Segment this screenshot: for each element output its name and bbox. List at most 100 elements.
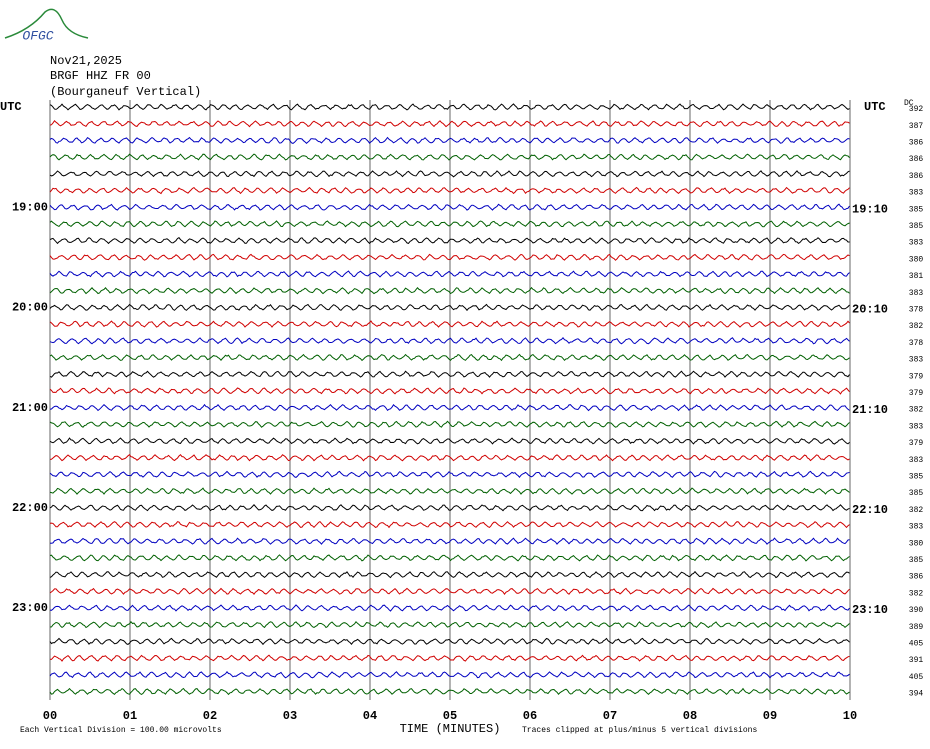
dc-value: 387 xyxy=(909,122,924,131)
dc-header: DC xyxy=(904,99,914,108)
x-tick-label: 05 xyxy=(443,709,457,723)
trace xyxy=(49,453,850,462)
title: (Bourganeuf Vertical) xyxy=(50,85,201,99)
trace xyxy=(49,253,850,261)
dc-value: 405 xyxy=(909,673,924,682)
trace xyxy=(49,103,850,111)
dc-value: 381 xyxy=(909,272,924,281)
dc-value: 394 xyxy=(909,690,924,699)
hour-label: 22:10 xyxy=(852,503,888,517)
x-tick-label: 07 xyxy=(603,709,617,723)
hour-label: 20:00 xyxy=(12,301,48,315)
dc-value: 385 xyxy=(909,473,924,482)
dc-value: 383 xyxy=(909,456,924,465)
trace xyxy=(49,186,850,195)
trace xyxy=(49,554,850,562)
timezone: UTC xyxy=(864,100,886,114)
dc-value: 382 xyxy=(909,406,924,415)
trace xyxy=(49,420,850,428)
hour-label: 21:00 xyxy=(12,401,48,415)
trace xyxy=(49,470,850,479)
trace xyxy=(49,487,850,495)
trace xyxy=(49,353,850,362)
x-tick-label: 08 xyxy=(683,709,697,723)
hour-label: 19:10 xyxy=(852,202,888,216)
trace xyxy=(49,120,850,128)
trace xyxy=(49,153,850,161)
dc-value: 385 xyxy=(909,489,924,498)
trace xyxy=(49,303,850,312)
trace xyxy=(49,687,850,696)
trace xyxy=(49,671,850,679)
trace xyxy=(49,587,850,596)
dc-value: 382 xyxy=(909,589,924,598)
timezone: UTC xyxy=(0,100,22,114)
dc-value: 382 xyxy=(909,506,924,515)
x-tick-label: 09 xyxy=(763,709,777,723)
dc-value: 389 xyxy=(909,623,924,632)
trace xyxy=(49,370,850,378)
dc-value: 392 xyxy=(909,105,924,114)
trace xyxy=(49,654,850,662)
dc-value: 380 xyxy=(909,255,924,264)
dc-value: 386 xyxy=(909,139,924,148)
dc-value: 378 xyxy=(909,306,924,315)
trace xyxy=(49,136,850,144)
dc-value: 378 xyxy=(909,339,924,348)
trace xyxy=(49,520,850,529)
dc-value: 405 xyxy=(909,640,924,649)
footnote: Traces clipped at plus/minus 5 vertical … xyxy=(522,726,757,735)
hour-label: 23:00 xyxy=(12,601,48,615)
x-tick-label: 03 xyxy=(283,709,297,723)
footnote: Each Vertical Division = 100.00 microvol… xyxy=(20,726,222,735)
dc-value: 379 xyxy=(909,389,924,398)
trace xyxy=(49,170,850,178)
x-tick-label: 01 xyxy=(123,709,137,723)
dc-value: 385 xyxy=(909,222,924,231)
dc-value: 380 xyxy=(909,539,924,548)
trace xyxy=(49,637,850,646)
title: BRGF HHZ FR 00 xyxy=(50,69,151,83)
hour-label: 21:10 xyxy=(852,403,888,417)
hour-label: 23:10 xyxy=(852,603,888,617)
dc-value: 391 xyxy=(909,656,924,665)
x-tick-label: 00 xyxy=(43,709,57,723)
trace xyxy=(49,504,850,512)
dc-value: 385 xyxy=(909,556,924,565)
x-tick-label: 02 xyxy=(203,709,217,723)
trace xyxy=(49,320,850,328)
dc-value: 386 xyxy=(909,172,924,181)
x-axis-label: TIME (MINUTES) xyxy=(400,722,501,736)
logo: OFGC xyxy=(22,28,53,43)
dc-value: 379 xyxy=(909,372,924,381)
logo-mark xyxy=(4,8,89,39)
dc-value: 383 xyxy=(909,422,924,431)
trace xyxy=(49,403,850,412)
trace xyxy=(49,537,850,545)
dc-value: 386 xyxy=(909,573,924,582)
trace xyxy=(49,286,850,295)
dc-value: 379 xyxy=(909,439,924,448)
dc-value: 385 xyxy=(909,205,924,214)
dc-value: 390 xyxy=(909,606,924,615)
hour-label: 20:10 xyxy=(852,303,888,317)
dc-value: 386 xyxy=(909,155,924,164)
trace xyxy=(49,437,850,445)
trace xyxy=(49,621,850,629)
dc-value: 382 xyxy=(909,322,924,331)
trace xyxy=(49,387,850,395)
dc-value: 383 xyxy=(909,239,924,248)
x-tick-label: 04 xyxy=(363,709,377,723)
hour-label: 19:00 xyxy=(12,200,48,214)
x-tick-label: 10 xyxy=(843,709,857,723)
dc-value: 383 xyxy=(909,189,924,198)
hour-label: 22:00 xyxy=(12,501,48,515)
trace xyxy=(49,203,850,211)
dc-value: 383 xyxy=(909,289,924,298)
dc-value: 383 xyxy=(909,356,924,365)
trace xyxy=(49,604,850,612)
dc-value: 383 xyxy=(909,523,924,532)
trace xyxy=(49,337,850,345)
trace xyxy=(49,270,850,278)
